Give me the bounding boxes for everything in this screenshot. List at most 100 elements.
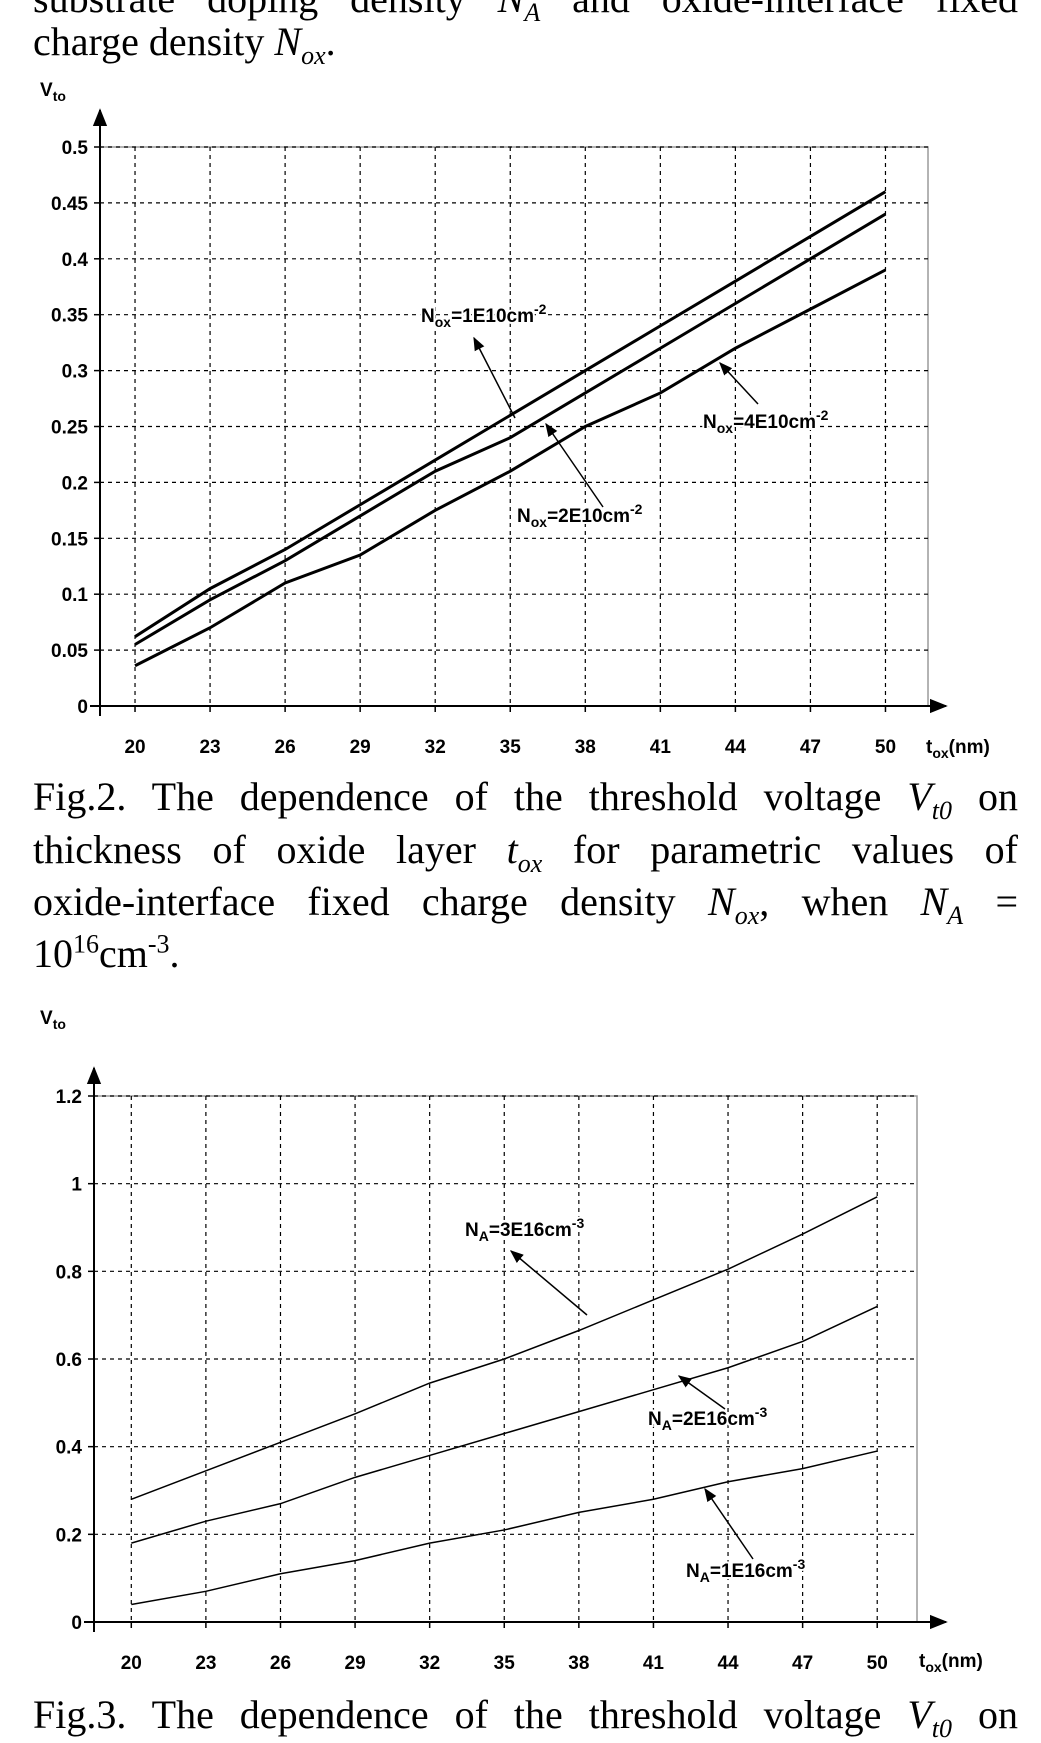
text: , when — [759, 879, 921, 924]
x-tick-label: 29 — [345, 1653, 366, 1674]
y-axis-label: Vto — [40, 1008, 66, 1032]
text: ox — [734, 901, 760, 930]
x-tick-label: 50 — [867, 1653, 888, 1674]
caption-line: Fig.3. The dependence of the threshold v… — [33, 1692, 1018, 1742]
x-axis-label: tox(nm) — [919, 1651, 983, 1675]
x-tick-label: 44 — [717, 1653, 739, 1674]
y-tick-label: 0.2 — [56, 1525, 82, 1546]
text: 10 — [33, 931, 73, 976]
text: for parametric values of — [542, 827, 1018, 872]
y-tick-label: 0.8 — [56, 1262, 82, 1283]
text: cm — [99, 931, 148, 976]
series-line — [131, 1196, 878, 1500]
series-label: Nox=4E10cm-2 — [703, 407, 829, 436]
y-tick-label: 0.25 — [51, 418, 88, 439]
x-tick-label: 23 — [195, 1653, 216, 1674]
text: Fig.3. The dependence of the threshold v… — [33, 1692, 908, 1737]
y-tick-label: 0.2 — [62, 473, 88, 494]
annotation-arrow — [704, 1487, 754, 1560]
series-label-part: -2 — [630, 501, 643, 517]
x-axis-label-part: ox — [925, 1659, 942, 1675]
text: . — [169, 931, 180, 976]
y-tick-label: 0 — [71, 1613, 82, 1634]
text: N — [274, 19, 302, 64]
x-tick-label: 32 — [425, 737, 446, 758]
x-tick-label: 41 — [643, 1653, 665, 1674]
x-tick-label: 26 — [275, 737, 296, 758]
caption-line: Fig.2. The dependence of the threshold v… — [33, 774, 1018, 824]
series-label-part: -2 — [816, 407, 829, 423]
x-tick-label: 23 — [199, 737, 220, 758]
series-line — [134, 212, 887, 646]
y-tick-label: 0.3 — [62, 362, 88, 383]
text-line: charge density Nox. — [33, 19, 1018, 69]
text: oxide-interface fixed charge density — [33, 879, 708, 924]
series-label: Nox=2E10cm-2 — [517, 501, 643, 530]
x-tick-label: 41 — [650, 737, 672, 758]
series-label-part: ox — [435, 314, 452, 330]
series-label-part: N — [648, 1409, 662, 1430]
text: on — [952, 774, 1018, 819]
x-tick-label: 20 — [121, 1653, 142, 1674]
y-tick-label: 1.2 — [56, 1087, 82, 1108]
series-label-part: =2E10cm — [547, 506, 630, 527]
annotation-arrow — [545, 422, 604, 508]
series-label-part: N — [465, 1220, 479, 1241]
text: t — [506, 827, 518, 872]
x-tick-label: 29 — [350, 737, 371, 758]
annotation-arrow — [473, 336, 516, 419]
text: t0 — [931, 1714, 952, 1743]
series-label: NA=1E16cm-3 — [686, 1556, 805, 1585]
series-label-part: ox — [531, 514, 548, 530]
y-tick-label: 0 — [77, 697, 88, 718]
x-tick-label: 47 — [792, 1653, 813, 1674]
series-label-part: N — [686, 1561, 700, 1582]
y-tick-label: 0.15 — [51, 529, 88, 550]
x-tick-label: 35 — [494, 1653, 516, 1674]
text: N — [498, 0, 525, 21]
x-tick-label: 38 — [575, 737, 596, 758]
x-tick-label: 38 — [568, 1653, 589, 1674]
series-label-part: =3E16cm — [489, 1220, 572, 1241]
series-label-part: A — [662, 1417, 672, 1433]
x-axis-label-part: ox — [932, 745, 949, 761]
text: A — [524, 0, 541, 27]
caption-line: oxide-interface fixed charge density Nox… — [33, 879, 1018, 929]
text: and oxide-interface fixed — [540, 0, 1018, 21]
series-label-part: A — [700, 1569, 710, 1585]
text: ox — [301, 41, 326, 70]
series-label-part: N — [421, 306, 435, 327]
series-label-part: -3 — [793, 1556, 806, 1572]
y-tick-label: 0.6 — [56, 1350, 82, 1371]
series-label-part: -3 — [572, 1215, 585, 1231]
series-label-part: N — [703, 412, 717, 433]
caption-line: 1016cm-3. — [33, 931, 1018, 977]
text: ox — [517, 849, 543, 878]
y-axis-label-part: V — [40, 80, 53, 101]
x-tick-label: 32 — [419, 1653, 440, 1674]
series-label-part: =1E16cm — [710, 1561, 793, 1582]
text: N — [920, 879, 948, 924]
x-axis-label-part: t — [926, 737, 933, 758]
x-tick-label: 50 — [875, 737, 896, 758]
text: on — [952, 1692, 1018, 1737]
annotation-arrow — [509, 1250, 588, 1316]
y-axis-label: Vto — [40, 80, 66, 104]
x-tick-label: 26 — [270, 1653, 291, 1674]
series-label: NA=2E16cm-3 — [648, 1404, 767, 1433]
y-tick-label: 0.05 — [51, 641, 88, 662]
text: A — [947, 901, 964, 930]
x-axis-label-part: (nm) — [949, 737, 990, 758]
y-tick-label: 0.1 — [62, 585, 89, 606]
text: . — [325, 19, 336, 64]
y-axis-label-part: V — [40, 1008, 53, 1029]
series-label-part: =4E10cm — [733, 412, 816, 433]
series-label: NA=3E16cm-3 — [465, 1215, 584, 1244]
text: thickness of oxide layer — [33, 827, 507, 872]
series-label-part: -2 — [534, 301, 547, 317]
text: t0 — [931, 796, 952, 825]
y-axis-label-part: to — [53, 1016, 66, 1032]
annotation-arrow — [719, 362, 759, 405]
